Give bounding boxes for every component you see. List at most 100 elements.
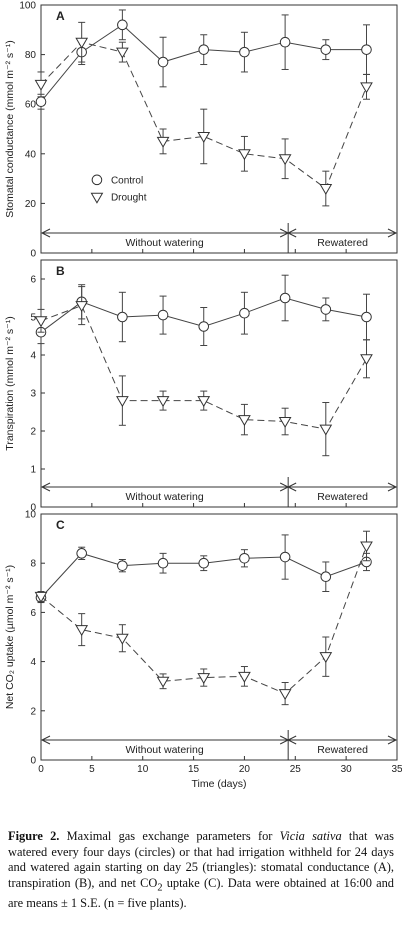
data-point-drought (197, 131, 211, 143)
data-point-drought (278, 689, 292, 701)
x-tick-label: 15 (188, 764, 200, 775)
arrow-right (387, 735, 398, 745)
data-point-control (198, 44, 210, 55)
x-tick-label: 20 (239, 764, 251, 775)
data-point-drought (34, 79, 48, 91)
caption-text-1: Maximal gas exchange parameters for (59, 829, 280, 843)
x-tick-label: 30 (341, 764, 353, 775)
y-tick-label: 60 (25, 100, 37, 111)
caption-species: Vicia sativa (279, 829, 342, 843)
y-axis-label: Stomatal conductance (mmol m⁻² s⁻¹) (4, 40, 16, 217)
data-point-control (279, 292, 291, 304)
y-tick-label: 1 (30, 465, 36, 476)
arrow-right (387, 482, 398, 492)
data-point-drought (75, 625, 89, 637)
data-point-drought (156, 136, 170, 148)
data-point-drought (278, 154, 292, 166)
y-tick-label: 6 (30, 275, 36, 286)
period-label-without-watering: Without watering (125, 744, 203, 756)
legend: Control Drought (90, 174, 147, 204)
data-point-control (239, 46, 250, 58)
data-point-drought (34, 591, 48, 603)
y-tick-label: 5 (30, 313, 36, 324)
data-point-control (279, 551, 291, 563)
data-point-control (157, 309, 169, 321)
data-point-drought (319, 424, 333, 436)
data-point-drought (116, 47, 129, 59)
data-point-control (117, 19, 128, 31)
series-line-drought (40, 41, 367, 190)
y-tick-label: 4 (30, 657, 36, 668)
data-point-drought (75, 37, 89, 49)
y-axis-label: Net CO₂ uptake (µmol m⁻² s⁻¹) (4, 565, 16, 709)
x-tick-label: 10 (137, 764, 149, 775)
arrow-left (40, 482, 51, 492)
plot-frame (40, 259, 398, 508)
period-label-without-watering: Without watering (125, 237, 203, 249)
data-point-drought (197, 673, 211, 685)
data-point-control (361, 311, 372, 323)
data-point-drought (360, 82, 373, 94)
caption-label: Figure 2. (8, 829, 60, 843)
data-point-control (279, 36, 291, 48)
y-tick-label: 2 (30, 706, 36, 717)
legend-marker-control (91, 174, 103, 186)
data-point-drought (34, 316, 48, 328)
y-tick-label: 3 (30, 389, 36, 400)
caption-subscript: 2 (157, 882, 163, 894)
data-point-control (198, 557, 210, 569)
data-point-control (320, 571, 332, 583)
data-point-drought (360, 354, 373, 366)
period-label-rewatered: Rewatered (317, 237, 368, 249)
y-tick-label: 0 (30, 756, 36, 767)
data-point-drought (238, 415, 251, 427)
data-point-drought (238, 149, 251, 161)
panel-c-net-co2-uptake: 0 2 4 6 8 10 Net CO₂ uptake (µmol m⁻² s⁻¹) C Wit… (4, 510, 402, 791)
legend-label-drought: Drought (111, 193, 147, 204)
data-point-drought (319, 184, 333, 196)
caption-text-3: uptake (C). Data were obtained at 16:00 … (8, 875, 395, 910)
period-label-rewatered: Rewatered (317, 491, 368, 503)
data-point-control (361, 44, 372, 55)
arrow-left (287, 735, 297, 745)
x-tick-label: 35 (391, 764, 402, 775)
data-point-control (117, 311, 128, 323)
arrow-left (287, 482, 297, 492)
arrow-left (40, 735, 51, 745)
x-axis-label: Time (days) (191, 778, 246, 790)
figure-caption: Figure 2. Maximal gas exchange parameter… (8, 829, 394, 911)
arrow-right (387, 228, 398, 238)
panel-letter: B (56, 264, 65, 278)
panel-a-stomatal-conductance: 0 20 40 60 80 100 Stomatal conductance (mmol m… (4, 1, 398, 260)
period-label-rewatered: Rewatered (317, 744, 368, 756)
y-tick-label: 0 (30, 249, 36, 260)
period-label-without-watering: Without watering (125, 491, 203, 503)
x-tick-label: 25 (290, 764, 302, 775)
y-tick-label: 4 (30, 351, 36, 362)
panel-b-transpiration: 0 1 2 3 4 5 6 Transpiration (mmol m⁻² s⁻¹) B With… (4, 259, 398, 514)
data-point-control (320, 44, 332, 55)
y-tick-label: 2 (30, 427, 36, 438)
y-tick-label: 100 (19, 1, 36, 12)
panel-letter: A (56, 9, 65, 23)
data-point-drought (360, 541, 373, 553)
arrow-left (40, 228, 51, 238)
y-tick-label: 40 (25, 149, 37, 160)
plot-frame (40, 4, 398, 254)
data-point-drought (156, 676, 170, 688)
data-point-control (239, 307, 250, 319)
data-point-control (117, 560, 128, 571)
x-tick-label: 0 (38, 764, 44, 775)
arrow-left (287, 228, 297, 238)
y-tick-label: 6 (30, 608, 36, 619)
data-point-control (157, 56, 169, 68)
y-axis-label: Transpiration (mmol m⁻² s⁻¹) (4, 316, 16, 450)
panel-letter: C (56, 518, 65, 532)
data-point-drought (319, 652, 333, 664)
data-point-control (320, 304, 332, 315)
plot-frame (40, 513, 398, 761)
y-tick-label: 10 (25, 510, 37, 521)
y-tick-label: 0 (30, 503, 36, 514)
data-point-control (157, 557, 169, 569)
